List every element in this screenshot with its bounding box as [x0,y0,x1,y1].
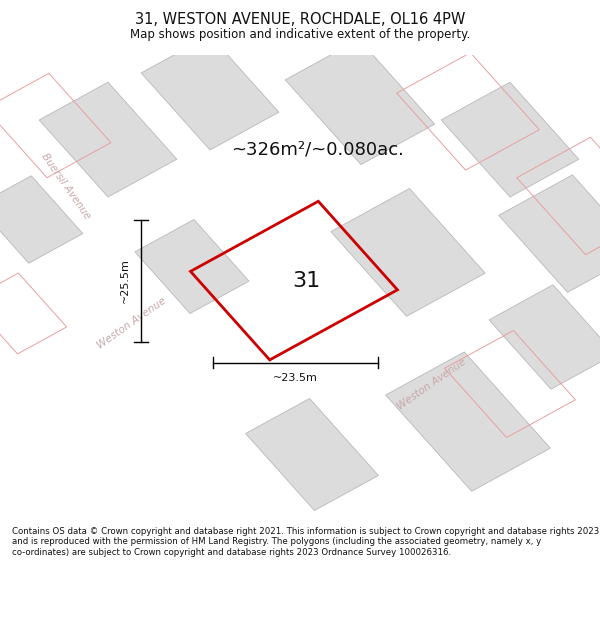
Text: Weston Avenue: Weston Avenue [396,356,468,411]
Text: ~25.5m: ~25.5m [120,258,130,303]
Polygon shape [285,39,435,164]
Text: Map shows position and indicative extent of the property.: Map shows position and indicative extent… [130,28,470,41]
Polygon shape [489,285,600,389]
Polygon shape [141,35,279,150]
Text: 31: 31 [292,271,320,291]
Polygon shape [135,219,249,314]
Polygon shape [441,82,579,197]
Polygon shape [0,70,235,557]
Polygon shape [245,399,379,511]
Polygon shape [0,242,600,465]
Polygon shape [331,189,485,316]
Polygon shape [499,175,600,292]
Text: 31, WESTON AVENUE, ROCHDALE, OL16 4PW: 31, WESTON AVENUE, ROCHDALE, OL16 4PW [135,12,465,27]
Text: Buersil Avenue: Buersil Avenue [40,152,92,221]
Polygon shape [39,82,177,197]
Polygon shape [386,352,550,491]
Text: ~23.5m: ~23.5m [273,373,318,383]
Polygon shape [0,176,83,263]
Text: ~326m²/~0.080ac.: ~326m²/~0.080ac. [232,140,404,158]
Text: Weston Avenue: Weston Avenue [96,296,168,351]
Text: Contains OS data © Crown copyright and database right 2021. This information is : Contains OS data © Crown copyright and d… [12,527,599,557]
